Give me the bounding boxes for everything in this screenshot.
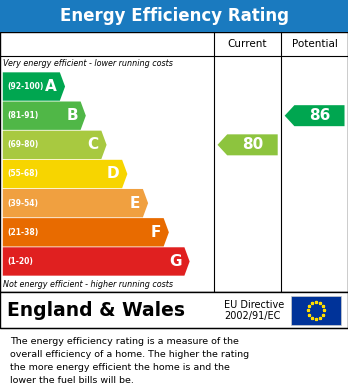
Polygon shape <box>3 72 65 101</box>
Text: Not energy efficient - higher running costs: Not energy efficient - higher running co… <box>3 280 174 289</box>
Bar <box>0 292 348 328</box>
Text: D: D <box>107 167 119 181</box>
Text: (1-20): (1-20) <box>7 257 33 266</box>
Text: The energy efficiency rating is a measure of the
overall efficiency of a home. T: The energy efficiency rating is a measur… <box>10 337 250 385</box>
Text: (81-91): (81-91) <box>7 111 38 120</box>
Text: (21-38): (21-38) <box>7 228 38 237</box>
Text: England & Wales: England & Wales <box>7 301 185 320</box>
Text: G: G <box>169 254 182 269</box>
Text: C: C <box>87 137 98 152</box>
Polygon shape <box>3 247 190 276</box>
Text: 80: 80 <box>242 137 263 152</box>
Text: E: E <box>130 196 140 211</box>
Text: (55-68): (55-68) <box>7 169 38 179</box>
Polygon shape <box>3 218 169 246</box>
Text: (39-54): (39-54) <box>7 199 38 208</box>
Polygon shape <box>218 135 278 155</box>
Polygon shape <box>285 105 345 126</box>
Polygon shape <box>3 102 86 130</box>
Text: Very energy efficient - lower running costs: Very energy efficient - lower running co… <box>3 59 173 68</box>
Bar <box>0 32 348 292</box>
Polygon shape <box>3 131 106 159</box>
Text: F: F <box>150 225 161 240</box>
Polygon shape <box>3 189 148 217</box>
Text: EU Directive
2002/91/EC: EU Directive 2002/91/EC <box>224 300 285 321</box>
Text: (69-80): (69-80) <box>7 140 38 149</box>
Polygon shape <box>3 160 127 188</box>
Text: 86: 86 <box>309 108 330 123</box>
Text: (92-100): (92-100) <box>7 82 44 91</box>
Text: Current: Current <box>228 39 267 49</box>
Text: A: A <box>45 79 57 94</box>
Text: Energy Efficiency Rating: Energy Efficiency Rating <box>60 7 288 25</box>
Text: B: B <box>66 108 78 123</box>
Text: Potential: Potential <box>292 39 338 49</box>
Bar <box>291 296 341 325</box>
Bar <box>0 0 348 32</box>
